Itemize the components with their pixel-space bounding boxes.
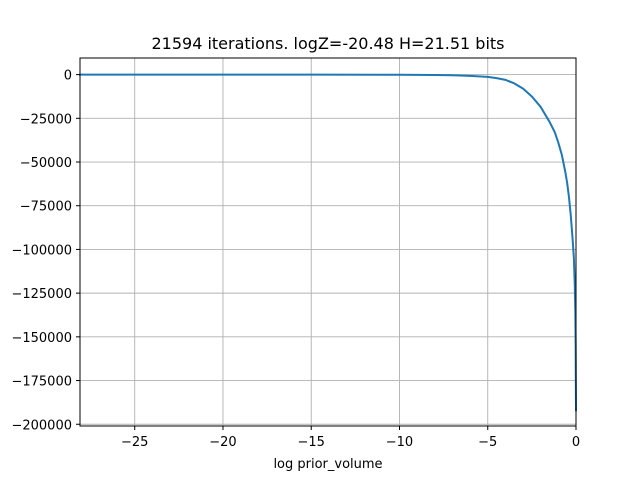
x-tick-label: −15 <box>298 435 325 450</box>
y-tick-label: −175000 <box>11 375 72 390</box>
y-tick-label: −150000 <box>11 331 72 346</box>
y-tick-label: 0 <box>64 69 72 84</box>
series-line-0 <box>79 73 578 412</box>
x-tick-label: −5 <box>478 435 497 450</box>
x-tick-label: 0 <box>572 435 580 450</box>
axis-ticks: −25 −20 −15 −10 −5 0 0 −25000 −50000 −75000 −10000… <box>11 69 580 450</box>
chart-title: 21594 iterations. logZ=-20.48 H=21.51 bi… <box>151 34 504 53</box>
y-tick-label: −25000 <box>20 112 72 127</box>
y-tick-label: −50000 <box>20 156 72 171</box>
y-tick-label: −200000 <box>11 418 72 433</box>
x-axis-label: log prior_volume <box>273 457 382 472</box>
y-tick-label: −75000 <box>20 200 72 215</box>
x-tick-label: −20 <box>209 435 236 450</box>
plot-frame <box>79 57 577 427</box>
grid <box>80 58 577 426</box>
x-tick-label: −10 <box>386 435 413 450</box>
x-tick-label: −25 <box>121 435 148 450</box>
y-tick-label: −125000 <box>11 287 72 302</box>
series-layer <box>79 73 578 412</box>
y-tick-label: −100000 <box>11 243 72 258</box>
